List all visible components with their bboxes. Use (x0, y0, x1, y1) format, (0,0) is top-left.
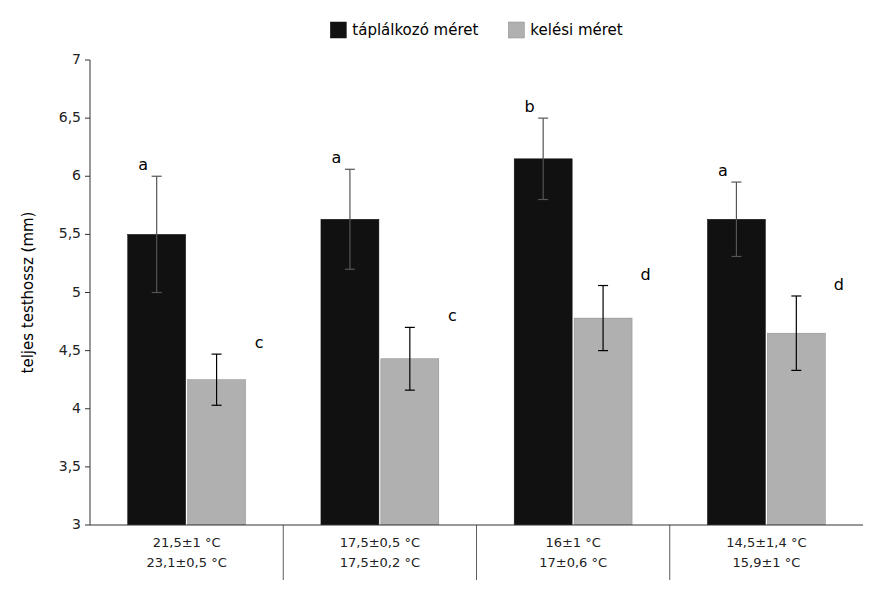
x-tick-label: 14,5±1,4 °C (726, 535, 806, 550)
error-bar-stem (409, 327, 410, 390)
annotation: d (641, 265, 651, 284)
y-tick-label: 4,5 (59, 342, 81, 358)
y-tick-label: 7 (72, 51, 81, 67)
error-bar-cap (598, 285, 608, 286)
x-tick-label: 17±0,6 °C (539, 555, 607, 570)
legend-swatch (508, 22, 524, 38)
error-bar-cap (731, 181, 741, 182)
legend-label: táplálkozó méret (352, 21, 478, 39)
legend-item: táplálkozó méret (330, 21, 478, 39)
error-bar-stem (349, 169, 350, 269)
annotation: c (448, 306, 457, 325)
error-bar-cap (212, 405, 222, 406)
legend-swatch (330, 22, 346, 38)
y-tick-label: 5,5 (59, 225, 81, 241)
error-bars (152, 118, 802, 405)
error-bar-cap (152, 292, 162, 293)
x-tick-label: 16±1 °C (545, 535, 600, 550)
error-bar-cap (538, 199, 548, 200)
annotation: d (834, 275, 844, 294)
error-bar-cap (731, 256, 741, 257)
error-bar (731, 182, 741, 256)
error-bar-cap (152, 176, 162, 177)
y-tick (85, 176, 90, 177)
error-bar-stem (736, 182, 737, 256)
x-tick-label: 23,1±0,5 °C (147, 555, 227, 570)
y-tick (85, 466, 90, 467)
bars (128, 159, 826, 525)
x-tick-label: 21,5±1 °C (153, 535, 221, 550)
error-bar-cap (212, 354, 222, 355)
x-tick-label: 15,9±1 °C (732, 555, 800, 570)
error-bar (791, 296, 801, 370)
x-tick-label: 17,5±0,5 °C (340, 535, 420, 550)
error-bar-stem (216, 354, 217, 405)
x-tick-label: 17,5±0,2 °C (340, 555, 420, 570)
annotation: a (718, 161, 728, 180)
legend: táplálkozó méret kelési méret (330, 21, 622, 39)
error-bar-cap (405, 327, 415, 328)
y-tick (85, 350, 90, 351)
error-bar-cap (345, 269, 355, 270)
y-tick (85, 408, 90, 409)
error-bar (538, 118, 548, 199)
error-bar-cap (791, 295, 801, 296)
error-bar-cap (538, 118, 548, 119)
y-tick (85, 60, 90, 61)
error-bar-cap (598, 350, 608, 351)
group-separator (476, 525, 477, 580)
y-tick-label: 3 (72, 516, 81, 532)
error-bar-stem (156, 176, 157, 292)
error-bar (212, 354, 222, 405)
annotation: b (525, 97, 535, 116)
error-bar-cap (791, 370, 801, 371)
legend-item: kelési méret (508, 21, 622, 39)
error-bar (345, 169, 355, 269)
group-separator (669, 525, 670, 580)
y-tick (85, 234, 90, 235)
y-tick (85, 525, 90, 526)
annotation: c (255, 333, 264, 352)
error-bar-stem (796, 296, 797, 370)
y-tick-label: 6 (72, 167, 81, 183)
y-tick (85, 292, 90, 293)
group-separator (283, 525, 284, 580)
error-bar-stem (543, 118, 544, 199)
y-axis-label: teljes testhossz (mm) (19, 212, 37, 374)
chart: a a b a c c d d 3 3,5 4 4,5 5 5,5 6 6,5 7 teljes testhoss… (0, 0, 893, 605)
error-bar (152, 176, 162, 292)
annotation: a (138, 155, 148, 174)
y-tick-label: 6,5 (59, 109, 81, 125)
error-bar-stem (602, 286, 603, 351)
y-tick-label: 4 (72, 400, 81, 416)
legend-label: kelési méret (530, 21, 622, 39)
error-bar (598, 286, 608, 351)
y-tick-label: 5 (72, 284, 81, 300)
error-bar-cap (345, 169, 355, 170)
annotation: a (331, 148, 341, 167)
error-bar-cap (405, 390, 415, 391)
bar (514, 159, 572, 525)
bar (707, 219, 765, 525)
y-tick-label: 3,5 (59, 458, 81, 474)
y-tick (85, 118, 90, 119)
error-bar (405, 327, 415, 390)
